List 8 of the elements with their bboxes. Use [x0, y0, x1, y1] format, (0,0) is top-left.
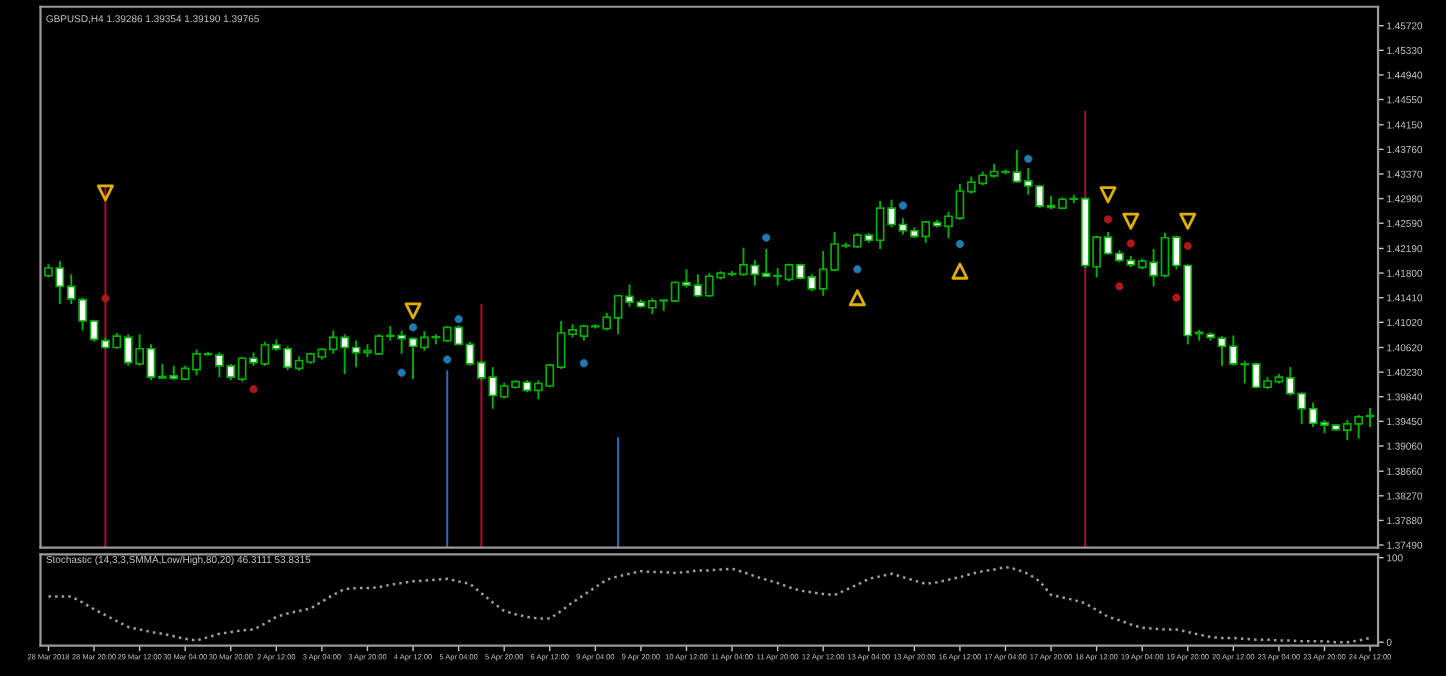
- point: [1122, 212, 1140, 230]
- point: [1179, 212, 1197, 230]
- line-series: [47, 565, 1372, 644]
- point: [96, 184, 114, 202]
- point: [404, 302, 422, 320]
- point: [1099, 186, 1117, 204]
- point: [848, 289, 866, 307]
- point: [951, 262, 969, 280]
